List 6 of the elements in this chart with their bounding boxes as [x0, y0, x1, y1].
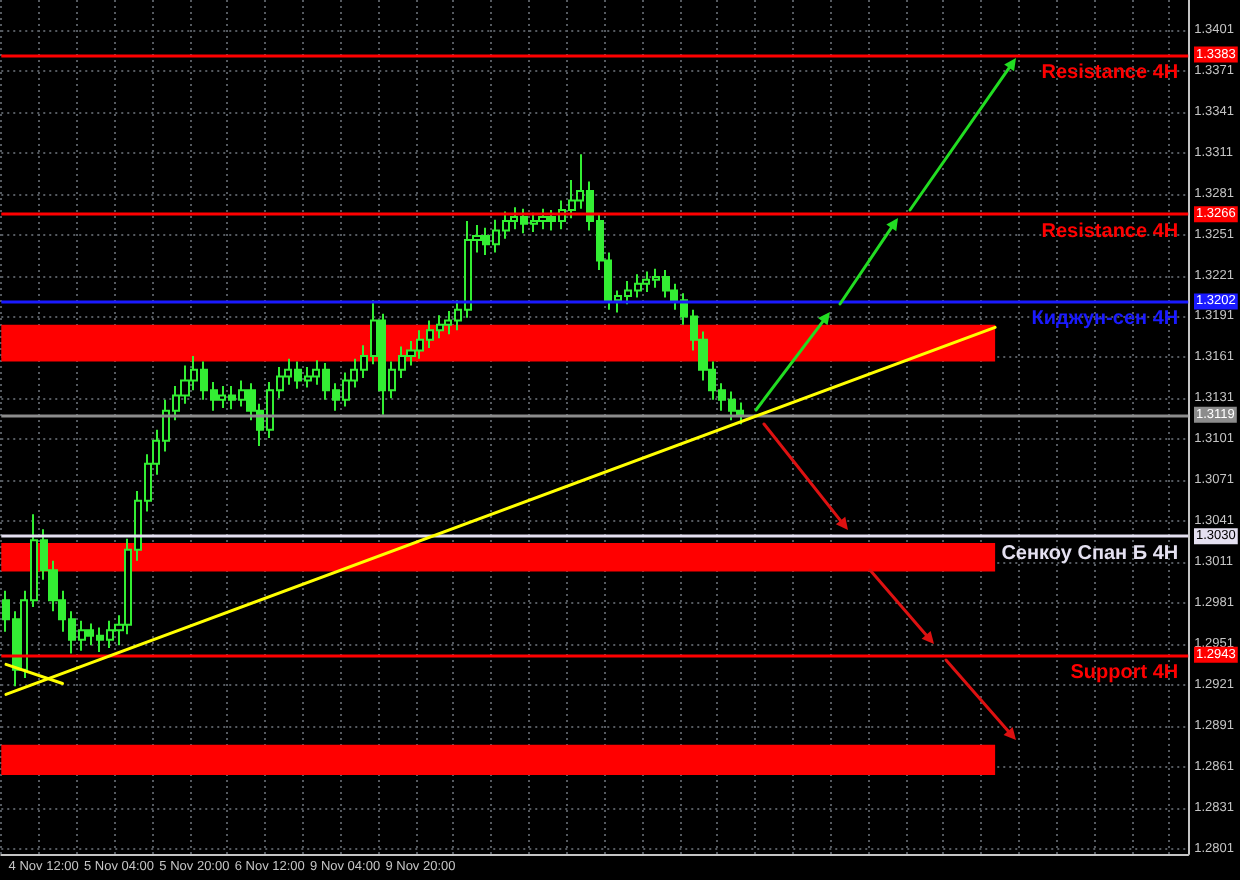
ref-line-label: Resistance 4H: [1041, 221, 1179, 244]
ref-line-label: Resistance 4H: [1041, 61, 1179, 84]
ref-line-label: Сенкоу Спан Б 4H: [1001, 543, 1179, 566]
ref-line-label: Киджун-сен 4H: [1031, 308, 1179, 331]
ref-line-label: Support 4H: [1070, 661, 1179, 684]
candlestick: [538, 207, 548, 231]
